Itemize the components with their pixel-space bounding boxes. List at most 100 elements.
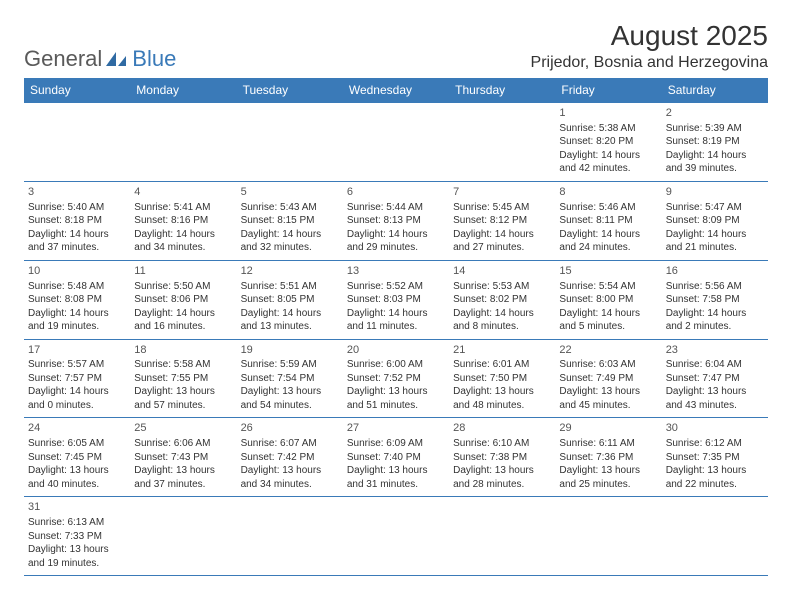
day-cell: 28Sunrise: 6:10 AMSunset: 7:38 PMDayligh… [449,418,555,497]
sunset-text: Sunset: 8:20 PM [559,135,657,149]
sunset-text: Sunset: 8:15 PM [241,214,339,228]
day-number: 16 [666,264,764,279]
daylight-text: Daylight: 13 hours and 45 minutes. [559,385,657,412]
day-number: 2 [666,106,764,121]
daylight-text: Daylight: 14 hours and 34 minutes. [134,228,232,255]
day-number: 31 [28,500,126,515]
sunrise-text: Sunrise: 5:58 AM [134,358,232,372]
day-cell: 16Sunrise: 5:56 AMSunset: 7:58 PMDayligh… [662,260,768,339]
day-number: 9 [666,185,764,200]
week-row: 24Sunrise: 6:05 AMSunset: 7:45 PM Dayligh… [24,418,768,497]
day-number: 21 [453,343,551,358]
daylight-text: Daylight: 13 hours and 51 minutes. [347,385,445,412]
day-cell: 3Sunrise: 5:40 AMSunset: 8:18 PMDaylight… [24,181,130,260]
sunrise-text: Sunrise: 6:09 AM [347,437,445,451]
day-number: 19 [241,343,339,358]
day-cell: 19Sunrise: 5:59 AMSunset: 7:54 PMDayligh… [237,339,343,418]
day-cell: 20Sunrise: 6:00 AMSunset: 7:52 PMDayligh… [343,339,449,418]
sunset-text: Sunset: 8:08 PM [28,293,126,307]
day-number: 22 [559,343,657,358]
sunset-text: Sunset: 7:55 PM [134,372,232,386]
day-number: 1 [559,106,657,121]
daylight-text: Daylight: 14 hours and 29 minutes. [347,228,445,255]
day-header-row: SundayMondayTuesdayWednesdayThursdayFrid… [24,78,768,103]
header: General Blue August 2025 Prijedor, Bosni… [24,20,768,72]
day-number: 18 [134,343,232,358]
day-cell: 21Sunrise: 6:01 AMSunset: 7:50 PMDayligh… [449,339,555,418]
day-cell: 2Sunrise: 5:39 AMSunset: 8:19 PMDaylight… [662,103,768,182]
sunrise-text: Sunrise: 6:12 AM [666,437,764,451]
day-header: Thursday [449,78,555,103]
day-cell [343,103,449,182]
week-row: 31Sunrise: 6:13 AMSunset: 7:33 PMDayligh… [24,497,768,576]
sunset-text: Sunset: 8:00 PM [559,293,657,307]
day-header: Sunday [24,78,130,103]
day-number: 13 [347,264,445,279]
day-cell: 6Sunrise: 5:44 AMSunset: 8:13 PMDaylight… [343,181,449,260]
daylight-text: Daylight: 14 hours and 5 minutes. [559,307,657,334]
sunset-text: Sunset: 8:12 PM [453,214,551,228]
sunrise-text: Sunrise: 5:50 AM [134,280,232,294]
sunrise-text: Sunrise: 5:57 AM [28,358,126,372]
day-cell [343,497,449,576]
day-cell: 18Sunrise: 5:58 AMSunset: 7:55 PMDayligh… [130,339,236,418]
day-cell [24,103,130,182]
daylight-text: Daylight: 14 hours and 37 minutes. [28,228,126,255]
sunrise-text: Sunrise: 6:11 AM [559,437,657,451]
sunrise-text: Sunrise: 6:05 AM [28,437,126,451]
day-cell: 25Sunrise: 6:06 AMSunset: 7:43 PMDayligh… [130,418,236,497]
day-number: 24 [28,421,126,436]
day-cell: 31Sunrise: 6:13 AMSunset: 7:33 PMDayligh… [24,497,130,576]
daylight-text: Daylight: 14 hours and 11 minutes. [347,307,445,334]
day-cell: 12Sunrise: 5:51 AMSunset: 8:05 PMDayligh… [237,260,343,339]
day-cell [555,497,661,576]
daylight-text: Daylight: 13 hours and 31 minutes. [347,464,445,491]
daylight-text: Daylight: 14 hours and 32 minutes. [241,228,339,255]
daylight-text: Daylight: 14 hours and 39 minutes. [666,149,764,176]
day-number: 4 [134,185,232,200]
daylight-text: Daylight: 13 hours and 22 minutes. [666,464,764,491]
logo-text-2: Blue [132,46,176,72]
day-cell [449,497,555,576]
day-cell: 24Sunrise: 6:05 AMSunset: 7:45 PMDayligh… [24,418,130,497]
sunrise-text: Sunrise: 6:10 AM [453,437,551,451]
daylight-text: Daylight: 14 hours and 8 minutes. [453,307,551,334]
day-number: 30 [666,421,764,436]
sunset-text: Sunset: 7:45 PM [28,451,126,465]
sunset-text: Sunset: 7:43 PM [134,451,232,465]
daylight-text: Daylight: 13 hours and 48 minutes. [453,385,551,412]
day-number: 25 [134,421,232,436]
sunrise-text: Sunrise: 6:07 AM [241,437,339,451]
location: Prijedor, Bosnia and Herzegovina [531,54,768,72]
sunset-text: Sunset: 7:57 PM [28,372,126,386]
day-header: Friday [555,78,661,103]
daylight-text: Daylight: 14 hours and 27 minutes. [453,228,551,255]
day-cell: 1Sunrise: 5:38 AMSunset: 8:20 PMDaylight… [555,103,661,182]
daylight-text: Daylight: 14 hours and 13 minutes. [241,307,339,334]
day-cell [237,497,343,576]
day-number: 14 [453,264,551,279]
day-cell [237,103,343,182]
day-cell: 11Sunrise: 5:50 AMSunset: 8:06 PMDayligh… [130,260,236,339]
logo: General Blue [24,46,176,72]
day-cell: 22Sunrise: 6:03 AMSunset: 7:49 PMDayligh… [555,339,661,418]
sunset-text: Sunset: 7:47 PM [666,372,764,386]
daylight-text: Daylight: 13 hours and 25 minutes. [559,464,657,491]
sunrise-text: Sunrise: 5:52 AM [347,280,445,294]
day-header: Tuesday [237,78,343,103]
sunrise-text: Sunrise: 5:44 AM [347,201,445,215]
sunrise-text: Sunrise: 5:47 AM [666,201,764,215]
sunset-text: Sunset: 8:09 PM [666,214,764,228]
sunset-text: Sunset: 7:50 PM [453,372,551,386]
daylight-text: Daylight: 13 hours and 43 minutes. [666,385,764,412]
week-row: 10Sunrise: 5:48 AMSunset: 8:08 PMDayligh… [24,260,768,339]
day-cell: 10Sunrise: 5:48 AMSunset: 8:08 PMDayligh… [24,260,130,339]
sunset-text: Sunset: 8:16 PM [134,214,232,228]
sunset-text: Sunset: 7:54 PM [241,372,339,386]
day-number: 20 [347,343,445,358]
day-number: 23 [666,343,764,358]
day-number: 5 [241,185,339,200]
daylight-text: Daylight: 14 hours and 16 minutes. [134,307,232,334]
day-number: 8 [559,185,657,200]
day-number: 17 [28,343,126,358]
